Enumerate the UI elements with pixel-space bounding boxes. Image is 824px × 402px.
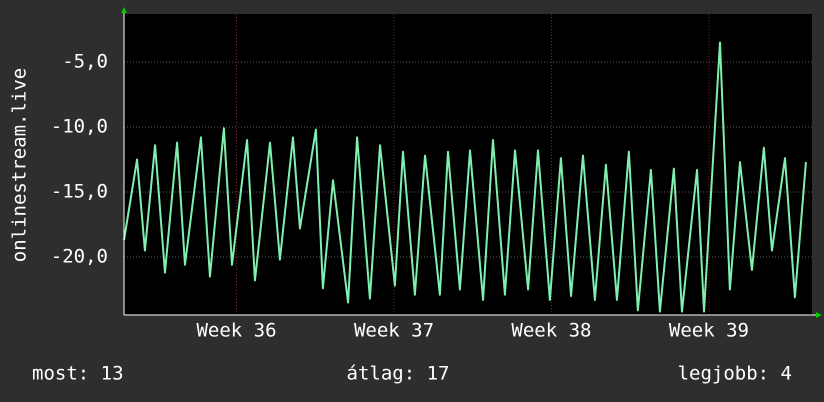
footer-best: legjobb: 4 bbox=[678, 363, 792, 385]
y-tick-label: -10,0 bbox=[51, 115, 108, 137]
x-tick-label: Week 36 bbox=[196, 320, 276, 342]
marks bbox=[123, 41, 807, 313]
x-tick-label: Week 38 bbox=[511, 320, 591, 342]
x-axis-arrow bbox=[816, 312, 822, 318]
y-tick-label: -20,0 bbox=[51, 246, 108, 268]
footer-average: átlag: 17 bbox=[347, 363, 450, 385]
x-tick-label: Week 39 bbox=[669, 320, 749, 342]
y-tick-label: -15,0 bbox=[51, 180, 108, 202]
data-line bbox=[123, 41, 807, 313]
y-axis-label: onlinestream.live bbox=[9, 68, 31, 262]
x-tick-label: Week 37 bbox=[354, 320, 434, 342]
y-axis-arrow bbox=[121, 7, 127, 13]
footer-current: most: 13 bbox=[32, 363, 124, 385]
y-tick-label: -5,0 bbox=[62, 50, 108, 72]
